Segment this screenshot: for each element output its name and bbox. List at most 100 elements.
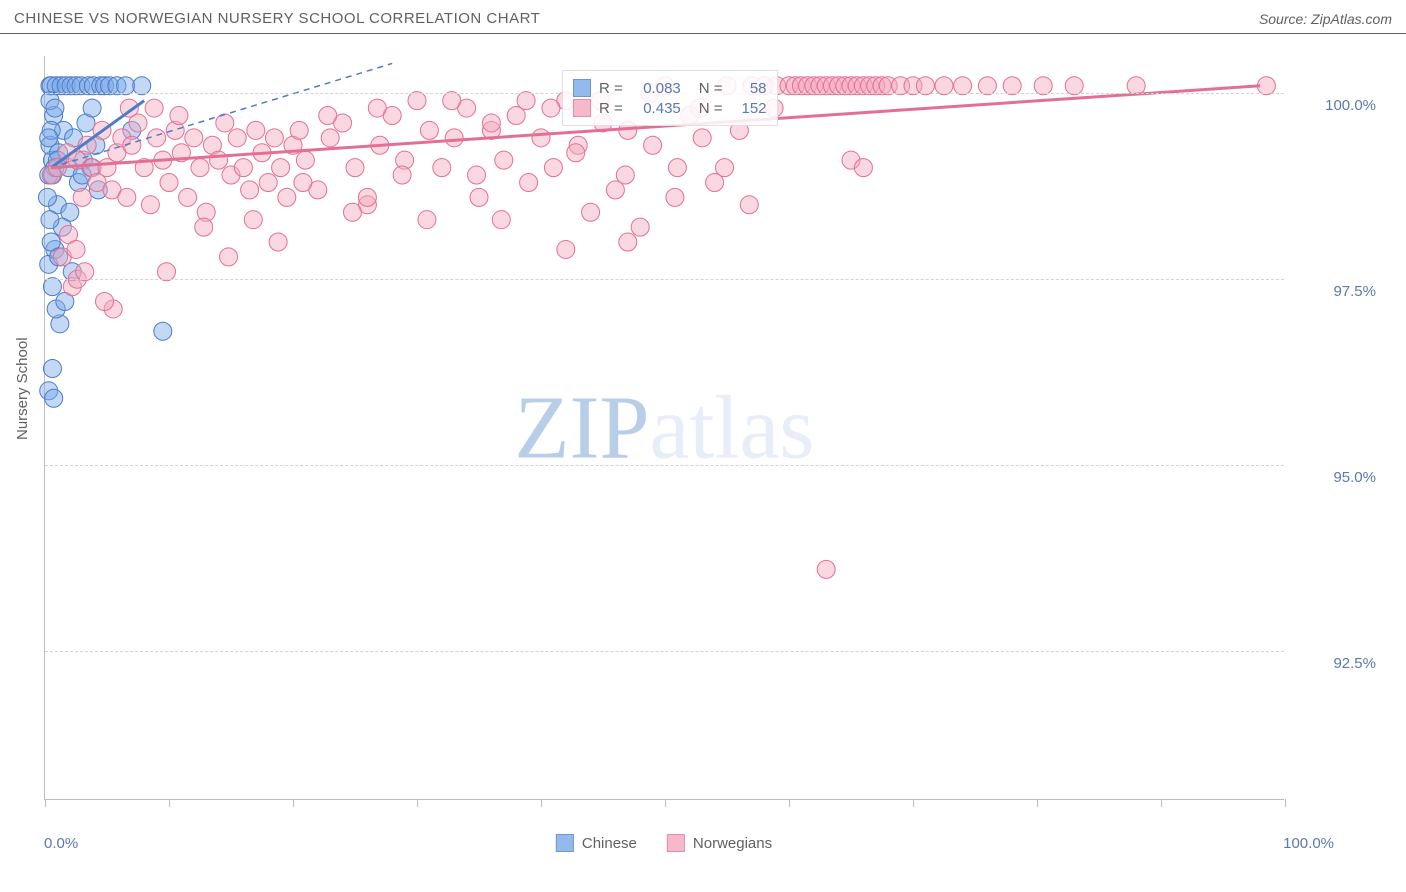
data-point — [544, 159, 562, 177]
stats-legend: R = 0.083 N = 58 R = 0.435 N = 152 — [562, 70, 778, 126]
legend-swatch — [667, 834, 685, 852]
series-legend: Chinese Norwegians — [556, 834, 772, 852]
y-axis-label: Nursery School — [14, 337, 31, 440]
chart-container: ZIPatlas 100.0%97.5%95.0%92.5% R = 0.083 N… — [44, 44, 1284, 812]
gridline — [45, 279, 1284, 280]
data-point — [1127, 77, 1145, 95]
data-point — [532, 129, 550, 147]
chart-header: CHINESE VS NORWEGIAN NURSERY SCHOOL CORR… — [0, 0, 1406, 34]
data-point — [482, 114, 500, 132]
data-point — [234, 159, 252, 177]
data-point — [179, 188, 197, 206]
legend-r-value: 0.435 — [631, 100, 681, 117]
data-point — [278, 188, 296, 206]
data-point — [185, 129, 203, 147]
data-point — [978, 77, 996, 95]
data-point — [83, 99, 101, 117]
data-point — [294, 173, 312, 191]
data-point — [954, 77, 972, 95]
x-axis-min-label: 0.0% — [44, 835, 78, 852]
data-point — [916, 77, 934, 95]
legend-label: Chinese — [582, 835, 637, 852]
data-point — [520, 173, 538, 191]
data-point — [321, 129, 339, 147]
data-point — [393, 166, 411, 184]
data-point — [272, 159, 290, 177]
data-point — [170, 107, 188, 125]
data-point — [43, 278, 61, 296]
legend-n-label: N = — [699, 80, 723, 97]
stats-legend-row: R = 0.435 N = 152 — [573, 99, 767, 117]
data-point — [191, 159, 209, 177]
scatter-plot — [45, 56, 1285, 800]
legend-r-value: 0.083 — [631, 80, 681, 97]
data-point — [492, 211, 510, 229]
data-point — [228, 129, 246, 147]
data-point — [358, 188, 376, 206]
data-point — [567, 144, 585, 162]
data-point — [557, 240, 575, 258]
legend-r-label: R = — [599, 80, 623, 97]
y-tick-label: 97.5% — [1296, 283, 1376, 300]
legend-n-value: 58 — [731, 80, 767, 97]
data-point — [40, 129, 58, 147]
data-point — [470, 188, 488, 206]
data-point — [668, 159, 686, 177]
x-tick — [913, 799, 914, 807]
legend-n-label: N = — [699, 100, 723, 117]
x-tick — [541, 799, 542, 807]
data-point — [160, 173, 178, 191]
data-point — [418, 211, 436, 229]
data-point — [443, 92, 461, 110]
chart-title: CHINESE VS NORWEGIAN NURSERY SCHOOL CORR… — [14, 10, 540, 27]
x-axis-max-label: 100.0% — [1283, 835, 1334, 852]
y-tick-label: 95.0% — [1296, 469, 1376, 486]
data-point — [96, 293, 114, 311]
data-point — [118, 188, 136, 206]
data-point — [433, 159, 451, 177]
chart-source: Source: ZipAtlas.com — [1259, 11, 1392, 27]
x-tick — [665, 799, 666, 807]
data-point — [154, 322, 172, 340]
data-point — [319, 107, 337, 125]
data-point — [247, 121, 265, 139]
data-point — [1034, 77, 1052, 95]
data-point — [616, 166, 634, 184]
legend-item: Chinese — [556, 834, 637, 852]
legend-n-value: 152 — [731, 100, 767, 117]
data-point — [666, 188, 684, 206]
legend-label: Norwegians — [693, 835, 772, 852]
data-point — [935, 77, 953, 95]
data-point — [216, 114, 234, 132]
gridline — [45, 651, 1284, 652]
data-point — [45, 389, 63, 407]
data-point — [582, 203, 600, 221]
data-point — [290, 121, 308, 139]
data-point — [145, 99, 163, 117]
data-point — [244, 211, 262, 229]
data-point — [854, 159, 872, 177]
data-point — [1003, 77, 1021, 95]
data-point — [241, 181, 259, 199]
y-tick-label: 100.0% — [1296, 97, 1376, 114]
data-point — [76, 263, 94, 281]
legend-swatch — [573, 99, 591, 117]
data-point — [368, 99, 386, 117]
plot-area: ZIPatlas 100.0%97.5%95.0%92.5% — [44, 56, 1284, 800]
data-point — [269, 233, 287, 251]
data-point — [468, 166, 486, 184]
data-point — [644, 136, 662, 154]
data-point — [1065, 77, 1083, 95]
data-point — [259, 173, 277, 191]
x-tick — [1285, 799, 1286, 807]
x-tick — [45, 799, 46, 807]
data-point — [740, 196, 758, 214]
data-point — [420, 121, 438, 139]
data-point — [38, 188, 56, 206]
data-point — [210, 151, 228, 169]
legend-r-label: R = — [599, 100, 623, 117]
data-point — [117, 77, 135, 95]
data-point — [46, 99, 64, 117]
y-tick-label: 92.5% — [1296, 655, 1376, 672]
x-tick — [789, 799, 790, 807]
